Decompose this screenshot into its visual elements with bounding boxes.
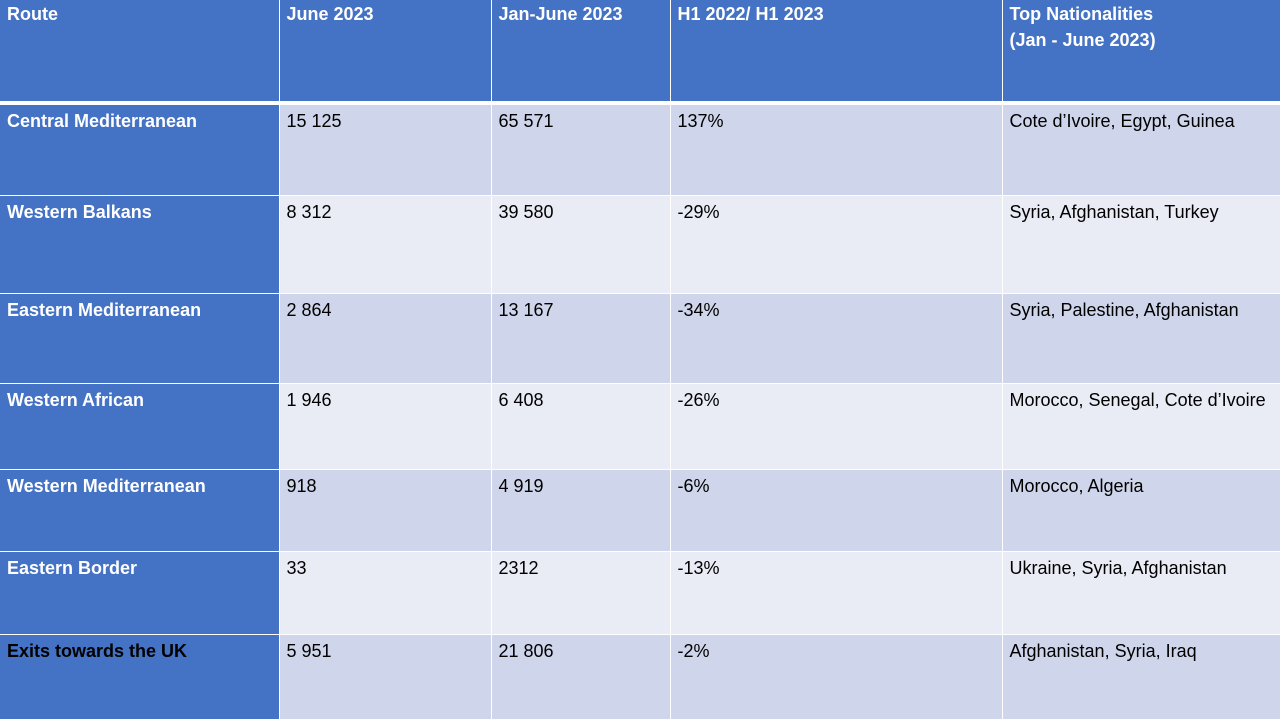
jan-june-cell: 65 571 (491, 103, 671, 196)
change-cell: 137% (670, 103, 1003, 196)
change-cell: -26% (670, 383, 1003, 470)
header-row: Route June 2023 Jan-June 2023 H1 2022/ H… (0, 0, 1280, 105)
header-route: Route (0, 0, 280, 105)
table-row: Eastern Border 33 2312 -13% Ukraine, Syr… (0, 551, 1280, 635)
june-cell: 918 (279, 469, 492, 552)
table-body: Central Mediterranean 15 125 65 571 137%… (0, 103, 1280, 720)
table-header: Route June 2023 Jan-June 2023 H1 2022/ H… (0, 0, 1280, 105)
header-top-nationalities-title: Top Nationalities (1009, 4, 1154, 24)
table-row: Western Mediterranean 918 4 919 -6% Moro… (0, 469, 1280, 552)
change-cell: -29% (670, 195, 1003, 294)
nationalities-cell: Morocco, Senegal, Cote d’Ivoire (1002, 383, 1280, 470)
jan-june-cell: 2312 (491, 551, 671, 635)
header-jan-june-2023: Jan-June 2023 (491, 0, 671, 105)
jan-june-cell: 39 580 (491, 195, 671, 294)
nationalities-cell: Syria, Palestine, Afghanistan (1002, 293, 1280, 384)
table-row: Eastern Mediterranean 2 864 13 167 -34% … (0, 293, 1280, 384)
route-cell: Central Mediterranean (0, 103, 280, 196)
jan-june-cell: 21 806 (491, 634, 671, 720)
change-cell: -34% (670, 293, 1003, 384)
june-cell: 5 951 (279, 634, 492, 720)
route-cell: Western Mediterranean (0, 469, 280, 552)
route-cell: Eastern Mediterranean (0, 293, 280, 384)
change-cell: -6% (670, 469, 1003, 552)
header-top-nationalities: Top Nationalities (Jan - June 2023) (1002, 0, 1280, 105)
jan-june-cell: 6 408 (491, 383, 671, 470)
june-cell: 1 946 (279, 383, 492, 470)
nationalities-cell: Afghanistan, Syria, Iraq (1002, 634, 1280, 720)
change-cell: -2% (670, 634, 1003, 720)
june-cell: 15 125 (279, 103, 492, 196)
route-cell: Western Balkans (0, 195, 280, 294)
header-june-2023: June 2023 (279, 0, 492, 105)
route-cell: Eastern Border (0, 551, 280, 635)
june-cell: 8 312 (279, 195, 492, 294)
jan-june-cell: 13 167 (491, 293, 671, 384)
table-row: Exits towards the UK 5 951 21 806 -2% Af… (0, 634, 1280, 720)
nationalities-cell: Cote d’Ivoire, Egypt, Guinea (1002, 103, 1280, 196)
jan-june-cell: 4 919 (491, 469, 671, 552)
table-row: Central Mediterranean 15 125 65 571 137%… (0, 103, 1280, 196)
nationalities-cell: Syria, Afghanistan, Turkey (1002, 195, 1280, 294)
header-top-nationalities-period: (Jan - June 2023) (1009, 30, 1156, 50)
nationalities-cell: Morocco, Algeria (1002, 469, 1280, 552)
header-h1-change: H1 2022/ H1 2023 (670, 0, 1003, 105)
change-cell: -13% (670, 551, 1003, 635)
june-cell: 33 (279, 551, 492, 635)
nationalities-cell: Ukraine, Syria, Afghanistan (1002, 551, 1280, 635)
route-cell: Exits towards the UK (0, 634, 280, 720)
route-cell: Western African (0, 383, 280, 470)
table-row: Western Balkans 8 312 39 580 -29% Syria,… (0, 195, 1280, 294)
table-row: Western African 1 946 6 408 -26% Morocco… (0, 383, 1280, 470)
june-cell: 2 864 (279, 293, 492, 384)
